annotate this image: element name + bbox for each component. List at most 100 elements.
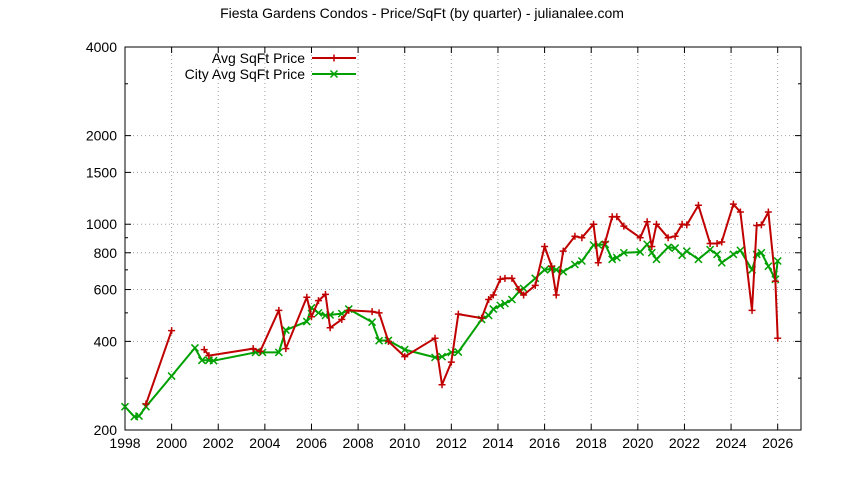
avg-sqft-price-point [447,358,455,366]
city-avg-sqft-price-point [757,248,766,257]
avg-sqft-price-point [771,277,779,285]
grid [125,47,801,430]
avg-sqft-price-point [438,381,446,389]
avg-sqft-price-point [485,296,493,304]
avg-sqft-price-point [757,221,765,229]
avg-sqft-price-point [643,218,651,226]
y-tick-label: 800 [94,245,118,261]
avg-sqft-price-point [384,337,392,345]
city-avg-sqft-price-point [454,348,463,357]
x-tick-label: 2006 [296,435,327,451]
city-avg-sqft-price-point [736,246,745,255]
city-avg-sqft-price-point [717,258,726,267]
avg-sqft-price-line [203,203,779,386]
avg-sqft-price-line [145,330,173,405]
avg-sqft-price-point [694,201,702,209]
city-avg-sqft-price-point [612,253,621,262]
avg-sqft-price-point [307,313,315,321]
avg-sqft-price-point [571,232,579,240]
city-avg-sqft-price-point [400,345,409,354]
city-avg-sqft-price-point [496,301,505,310]
avg-sqft-price-point [620,222,628,230]
avg-sqft-price-point [594,259,602,267]
x-tick-label: 2002 [203,435,234,451]
legend-label-city-avg-sqft-price: City Avg SqFt Price [185,66,306,82]
city-avg-sqft-price-point [773,256,782,266]
avg-sqft-price-point [520,291,528,299]
city-avg-sqft-price-point [647,248,656,257]
y-tick-label: 1500 [86,164,117,180]
avg-sqft-price-point [531,281,539,289]
city-avg-sqft-price-point [706,245,715,254]
city-avg-sqft-price-point [682,247,691,256]
avg-sqft-price-point [552,291,560,299]
city-avg-sqft-price-point [120,402,130,411]
avg-sqft-price-point [764,208,772,216]
avg-sqft-price-point [478,314,486,322]
city-avg-sqft-price-point [570,260,579,269]
avg-sqft-price-point [736,208,744,216]
x-tick-label: 1998 [109,435,140,451]
city-avg-sqft-price-point [552,265,561,274]
avg-sqft-price-point [613,213,621,221]
avg-sqft-price-point [713,240,721,248]
avg-sqft-price-point [454,310,462,318]
avg-sqft-price-point [431,334,439,342]
x-tick-label: 2026 [762,435,793,451]
avg-sqft-price-point [321,290,329,298]
city-avg-sqft-price-point [636,247,645,256]
avg-sqft-price-point [515,286,523,294]
city-avg-sqft-price-point [167,372,176,381]
avg-sqft-price-point [578,234,586,242]
avg-sqft-price-point [541,243,549,251]
x-tick-label: 2008 [343,435,374,451]
city-avg-sqft-price-point [713,250,722,259]
city-avg-sqft-price-point [375,336,384,345]
city-avg-sqft-price-point [608,255,617,264]
x-tick-label: 2014 [482,435,513,451]
avg-sqft-price-point [375,309,383,317]
avg-sqft-price-point [664,234,672,242]
y-tick-label: 600 [94,282,118,298]
avg-sqft-price-point [508,274,516,282]
x-tick-label: 2018 [576,435,607,451]
city-avg-sqft-price-point [619,248,628,257]
avg-sqft-price-point [601,238,609,246]
avg-sqft-price-point [401,353,409,361]
plot-frame [124,46,802,431]
x-tick-label: 2020 [622,435,653,451]
avg-sqft-price-point [338,315,346,323]
x-tick-label: 2004 [249,435,280,451]
x-tick-label: 2010 [389,435,420,451]
avg-sqft-price-point [345,306,353,314]
avg-sqft-price-point [256,347,264,355]
y-tick-label: 4000 [86,39,117,55]
city-avg-sqft-price-point [209,356,218,365]
legend-label-avg-sqft-price: Avg SqFt Price [212,50,305,66]
city-avg-sqft-price-point [729,250,738,259]
y-tick-label: 400 [94,333,118,349]
avg-sqft-price-point [548,262,556,270]
avg-sqft-price-point [590,220,598,228]
avg-sqft-price-point [168,327,176,335]
avg-sqft-price-point [142,400,150,408]
legend-marker-city-avg-sqft-price [329,69,339,79]
avg-sqft-price-point [729,200,737,208]
city-avg-sqft-price-point [664,243,673,252]
y-tick-label: 2000 [86,128,117,144]
avg-sqft-price-point [652,220,660,228]
x-tick-label: 2000 [156,435,187,451]
city-avg-sqft-price-point [671,244,680,253]
city-avg-sqft-price-line [124,243,779,418]
city-avg-sqft-price-point [197,356,206,365]
avg-sqft-price-point [282,345,290,353]
city-avg-sqft-price-point [368,318,377,327]
avg-sqft-price-point [200,346,208,354]
city-avg-sqft-price-point [314,308,323,317]
avg-sqft-price-point [718,238,726,246]
avg-sqft-price-point [559,247,567,255]
city-avg-sqft-price-point [540,265,549,274]
avg-sqft-price-point [303,293,311,301]
